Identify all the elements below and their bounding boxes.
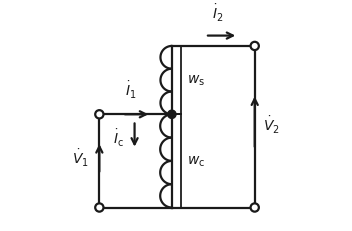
Text: $w_{\rm s}$: $w_{\rm s}$	[187, 74, 206, 88]
Text: $\dot{I}_1$: $\dot{I}_1$	[125, 79, 136, 100]
Circle shape	[168, 111, 176, 119]
Text: $\dot{I}_{\rm c}$: $\dot{I}_{\rm c}$	[113, 127, 124, 148]
Circle shape	[251, 204, 259, 212]
Text: $\dot{V}_2$: $\dot{V}_2$	[263, 115, 280, 136]
Text: $w_{\rm c}$: $w_{\rm c}$	[187, 154, 206, 168]
Circle shape	[95, 204, 103, 212]
Circle shape	[95, 111, 103, 119]
Text: $\dot{I}_2$: $\dot{I}_2$	[212, 3, 223, 24]
Text: $\dot{V}_1$: $\dot{V}_1$	[72, 148, 89, 169]
Circle shape	[251, 43, 259, 51]
